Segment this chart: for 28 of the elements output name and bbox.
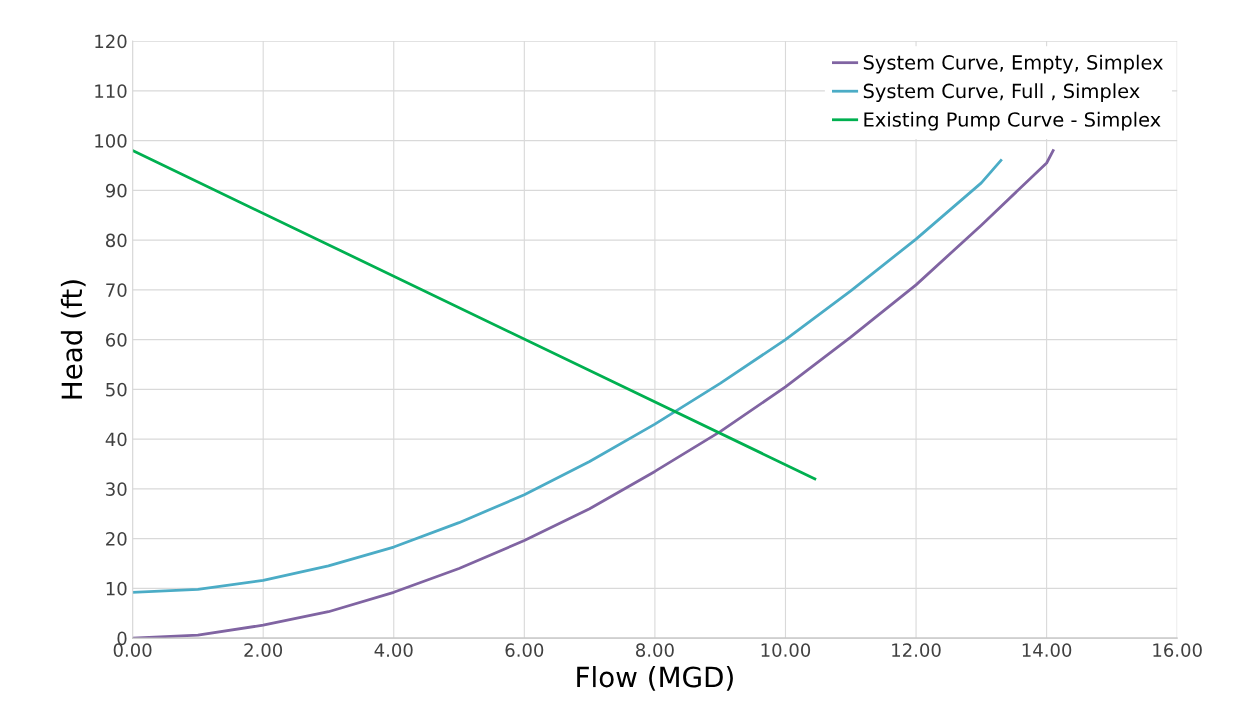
y-tick-label: 120 [95,34,127,49]
x-axis-title: Flow (MGD) [577,665,733,691]
x-tick-label: 8.00 [636,643,674,657]
y-tick-label: 40 [105,432,127,447]
y-tick-label: 70 [106,283,127,297]
legend-label: Existing Pump Curve - Simplex [864,111,1161,131]
y-tick-label: 20 [106,532,127,546]
x-tick-label: 14.00 [1022,643,1072,657]
y-tick-label: 30 [106,482,127,496]
line-series [132,159,1003,594]
x-tick-label: 2.00 [244,643,283,657]
y-tick-label: 90 [105,183,127,198]
x-tick-label: 10.00 [761,643,811,657]
y-tick-label: 110 [95,84,127,98]
y-axis-title: Head (ft) [60,280,86,399]
x-tick-label: 16.00 [1153,643,1202,657]
y-tick-label: 10 [106,581,127,596]
y-tick-label: 0 [117,631,127,646]
legend-label: System Curve, Full , Simplex [863,83,1140,103]
x-tick-label: 12.00 [892,643,941,657]
y-tick-label: 100 [95,134,127,148]
x-tick-label: 0.00 [113,643,152,657]
y-tick-label: 50 [106,382,127,397]
x-tick-label: 6.00 [505,643,544,657]
legend-label: System Curve, Empty, Simplex [863,54,1163,74]
y-tick-label: 60 [106,333,127,347]
x-tick-label: 4.00 [374,643,413,657]
y-tick-label: 80 [105,233,127,248]
